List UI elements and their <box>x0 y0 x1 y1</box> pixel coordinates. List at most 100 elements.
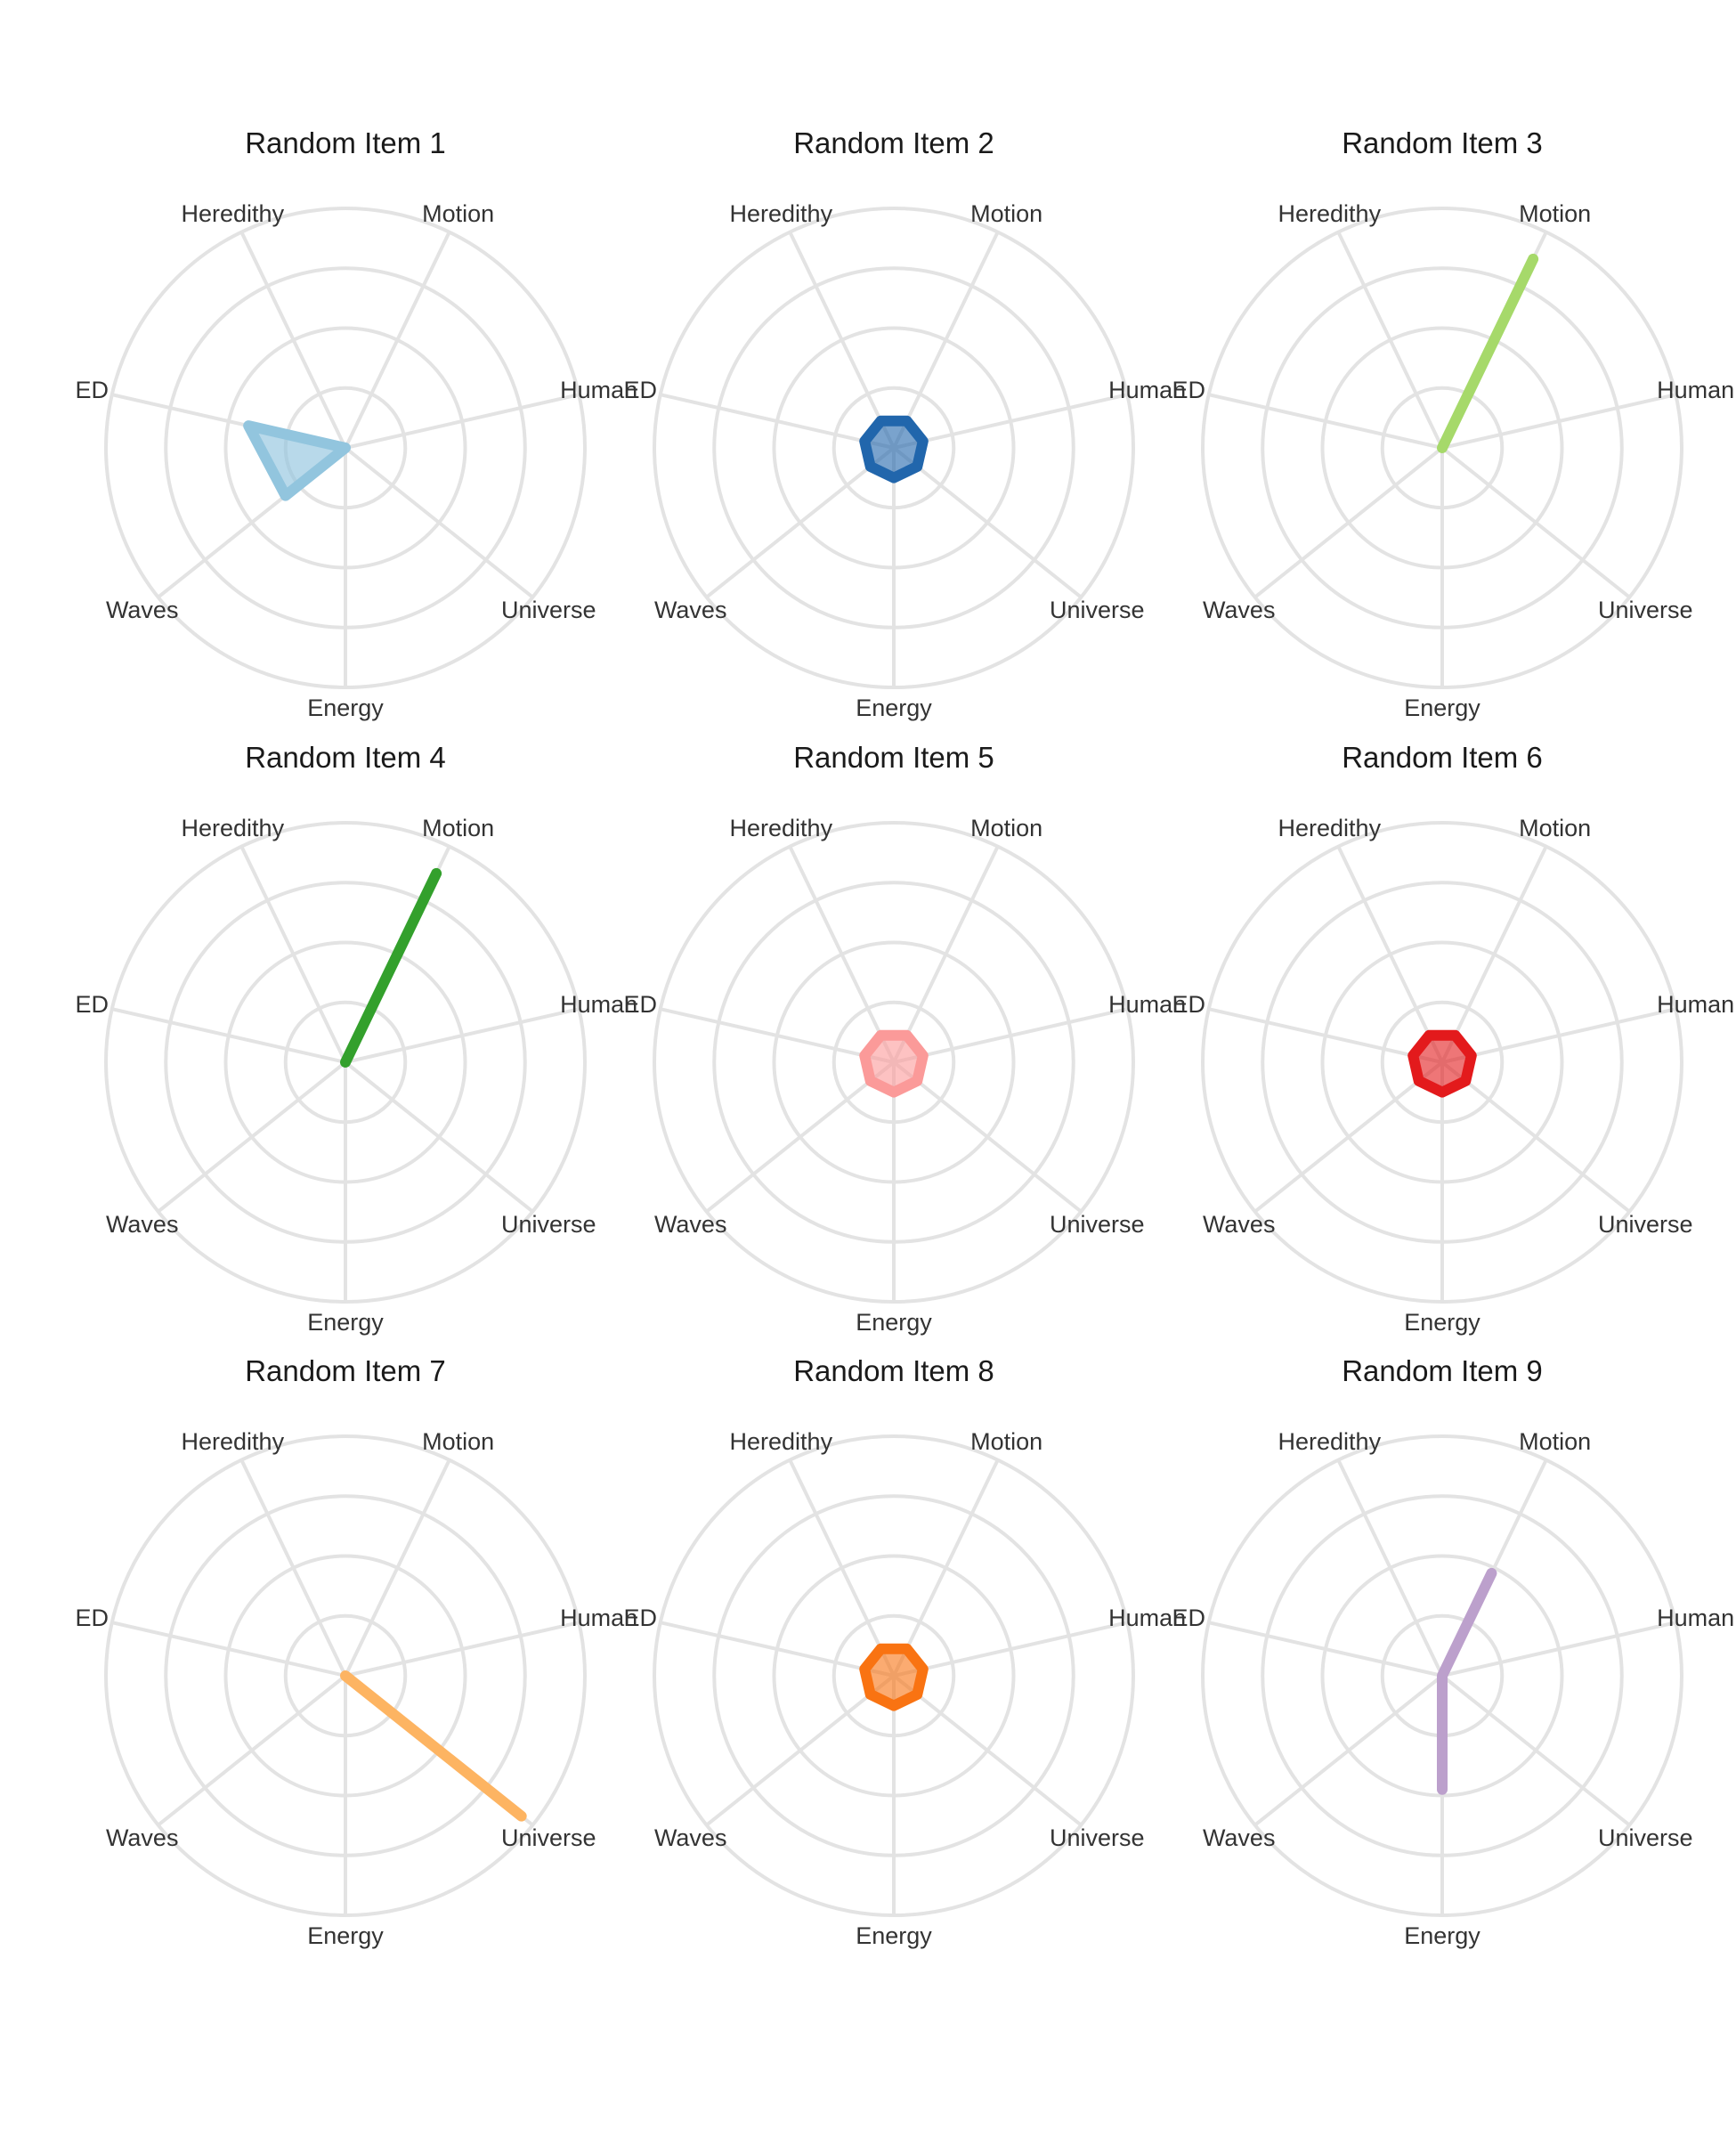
axis-spoke-waves <box>157 1060 347 1214</box>
axis-spoke-ed <box>1208 1007 1443 1064</box>
axis-label-ed: ED <box>76 377 110 403</box>
axis-label-universe: Universe <box>1050 597 1145 623</box>
axis-label-human: Human <box>560 377 637 403</box>
axis-label-human: Human <box>1657 991 1734 1018</box>
radar-chart-2: Random Item 2 Motion Human Universe Energy Wa… <box>624 126 1187 721</box>
chart-title: Random Item 7 <box>245 1354 446 1387</box>
axis-spoke-human <box>893 393 1128 450</box>
axis-spoke-heredithy <box>1336 845 1444 1063</box>
axis-spoke-human <box>345 1621 580 1678</box>
axis-label-universe: Universe <box>1050 1211 1145 1238</box>
axis-label-motion: Motion <box>970 1428 1042 1455</box>
radar-chart-7: Random Item 7 Motion Human Universe Energy Wa… <box>76 1354 638 1949</box>
axis-label-energy: Energy <box>307 1309 384 1336</box>
axis-spoke-motion <box>344 231 451 449</box>
axis-label-heredithy: Heredithy <box>730 200 833 227</box>
radar-chart-5: Random Item 5 Motion Human Universe Energy Wa… <box>624 741 1187 1336</box>
axis-label-heredithy: Heredithy <box>182 815 285 841</box>
axis-spoke-ed <box>111 1007 346 1064</box>
axis-spoke-human <box>1441 1007 1676 1064</box>
axis-label-universe: Universe <box>501 597 596 623</box>
axis-label-heredithy: Heredithy <box>182 1428 285 1455</box>
axis-label-human: Human <box>1108 1605 1186 1631</box>
axis-spoke-waves <box>705 1674 896 1827</box>
axis-label-waves: Waves <box>1203 1824 1276 1851</box>
axis-spoke-waves <box>705 446 896 599</box>
axis-label-heredithy: Heredithy <box>730 1428 833 1455</box>
axis-spoke-universe <box>892 1674 1083 1827</box>
axis-spoke-heredithy <box>1336 1459 1444 1677</box>
axis-label-human: Human <box>1657 1605 1734 1631</box>
chart-title: Random Item 3 <box>1342 126 1543 159</box>
chart-title: Random Item 2 <box>793 126 994 159</box>
axis-label-ed: ED <box>76 991 110 1018</box>
axis-label-waves: Waves <box>654 597 727 623</box>
axis-spoke-heredithy <box>239 1459 347 1677</box>
axis-spoke-heredithy <box>1336 231 1444 449</box>
radar-chart-3: Random Item 3 Motion Human Universe Energy Wa… <box>1172 126 1735 721</box>
axis-spoke-motion <box>892 231 1000 449</box>
axis-label-heredithy: Heredithy <box>1278 1428 1382 1455</box>
chart-title: Random Item 1 <box>245 126 446 159</box>
axis-label-ed: ED <box>1172 1605 1206 1631</box>
axis-label-human: Human <box>560 991 637 1018</box>
axis-label-human: Human <box>1108 377 1186 403</box>
axis-label-waves: Waves <box>1203 1211 1276 1238</box>
radar-chart-4: Random Item 4 Motion Human Universe Energy Wa… <box>76 741 638 1336</box>
axis-spoke-human <box>345 393 580 450</box>
axis-label-energy: Energy <box>307 695 384 721</box>
radar-chart-1: Random Item 1 Motion Human Universe Energy Wa… <box>76 126 638 721</box>
data-polygon <box>340 867 442 1068</box>
axis-spoke-ed <box>1208 1621 1443 1678</box>
axis-label-motion: Motion <box>970 815 1042 841</box>
radar-chart-8: Random Item 8 Motion Human Universe Energy Wa… <box>624 1354 1187 1949</box>
axis-label-waves: Waves <box>654 1824 727 1851</box>
axis-label-ed: ED <box>624 377 658 403</box>
axis-spoke-ed <box>111 1621 346 1678</box>
data-polygon <box>1407 1029 1477 1098</box>
chart-title: Random Item 8 <box>793 1354 994 1387</box>
axis-label-universe: Universe <box>1598 597 1693 623</box>
axis-spoke-motion <box>892 1459 1000 1677</box>
data-polygon <box>1437 1567 1497 1795</box>
axis-label-ed: ED <box>76 1605 110 1631</box>
axis-label-universe: Universe <box>1598 1824 1693 1851</box>
axis-label-motion: Motion <box>422 1428 494 1455</box>
axis-spoke-motion <box>344 1459 451 1677</box>
axis-spoke-human <box>893 1621 1128 1678</box>
axis-spoke-heredithy <box>788 845 896 1063</box>
axis-spoke-human <box>1441 1621 1676 1678</box>
axis-label-waves: Waves <box>106 1824 179 1851</box>
axis-label-energy: Energy <box>856 1922 932 1949</box>
axis-spoke-waves <box>1253 446 1444 599</box>
axis-label-universe: Universe <box>1050 1824 1145 1851</box>
axis-spoke-ed <box>1208 393 1443 450</box>
axis-label-waves: Waves <box>654 1211 727 1238</box>
axis-label-energy: Energy <box>1404 695 1480 721</box>
axis-spoke-universe <box>1440 1060 1631 1214</box>
axis-label-motion: Motion <box>1519 815 1591 841</box>
chart-title: Random Item 5 <box>793 741 994 774</box>
data-polygon <box>243 420 351 501</box>
axis-label-waves: Waves <box>106 597 179 623</box>
axis-label-energy: Energy <box>856 695 932 721</box>
axis-label-energy: Energy <box>307 1922 384 1949</box>
data-polygon <box>340 1670 527 1822</box>
axis-label-heredithy: Heredithy <box>730 815 833 841</box>
axis-label-heredithy: Heredithy <box>1278 815 1382 841</box>
axis-spoke-universe <box>344 1060 534 1214</box>
axis-spoke-waves <box>1253 1674 1444 1827</box>
axis-spoke-ed <box>660 1007 895 1064</box>
axis-spoke-universe <box>344 446 534 599</box>
axis-spoke-waves <box>1253 1060 1444 1214</box>
axis-label-human: Human <box>1657 377 1734 403</box>
axis-spoke-universe <box>1440 1674 1631 1827</box>
axis-spoke-universe <box>892 1060 1083 1214</box>
chart-title: Random Item 4 <box>245 741 446 774</box>
data-polygon <box>859 1029 929 1098</box>
axis-label-ed: ED <box>624 991 658 1018</box>
axis-label-human: Human <box>560 1605 637 1631</box>
axis-spoke-human <box>1441 393 1676 450</box>
axis-spoke-human <box>893 1007 1128 1064</box>
axis-spoke-waves <box>705 1060 896 1214</box>
